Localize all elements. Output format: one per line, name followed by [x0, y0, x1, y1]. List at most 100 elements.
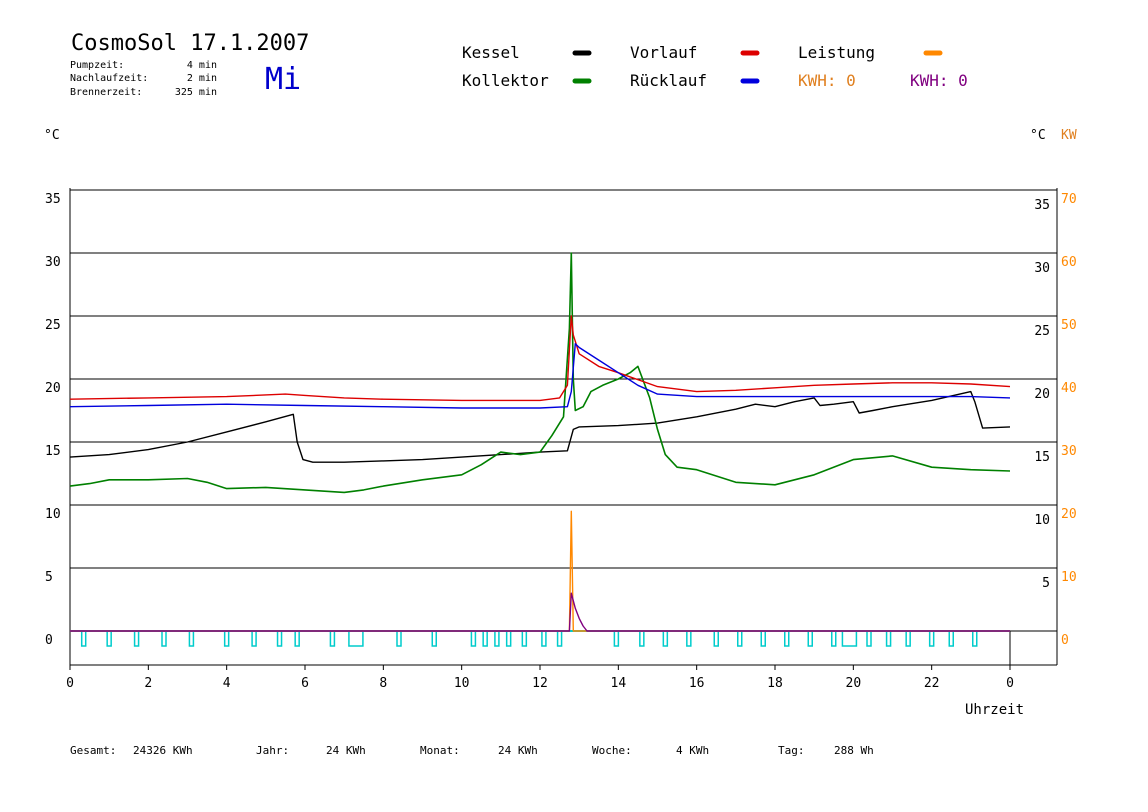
- axes: [69, 188, 1058, 666]
- x-tick-label: 2: [144, 676, 152, 691]
- footer-monat-label: Monat:: [420, 744, 460, 757]
- y-tick-right-c-label: 25: [1034, 324, 1050, 339]
- y-tick-right-kw-label: 30: [1061, 444, 1077, 459]
- left-unit-label: °C: [44, 128, 60, 143]
- pump-pulse: [831, 630, 837, 647]
- footer-tag-value: 288 Wh: [834, 744, 874, 757]
- legend-kessel-label: Kessel: [462, 43, 520, 62]
- burner-value: 325 min: [175, 87, 217, 98]
- pump-pulse: [294, 630, 300, 647]
- pump-pulse: [613, 630, 620, 647]
- pump-pulse: [505, 630, 512, 647]
- pump-pulse: [885, 630, 892, 647]
- y-tick-left-label: 35: [45, 192, 61, 207]
- pump-pulse: [556, 630, 563, 647]
- post-label: Nachlaufzeit:: [70, 73, 148, 84]
- pump-pulse: [276, 630, 283, 647]
- footer-gesamt-value: 24326 KWh: [133, 744, 193, 757]
- pump-pulse: [188, 630, 195, 647]
- x-axis-label: Uhrzeit: [965, 702, 1024, 718]
- x-ticks: 0 2 4 6 8 10 12 14 16 18 20 22 0: [66, 631, 1014, 691]
- pump-pulse: [541, 630, 547, 647]
- series-line-leistung: [70, 510, 1010, 632]
- y-tick-right-kw-label: 20: [1061, 507, 1077, 522]
- post-value: 2 min: [187, 73, 217, 84]
- pump-pulse: [494, 630, 500, 647]
- pump-pulse: [760, 630, 766, 647]
- footer-woche-value: 4 KWh: [676, 744, 709, 757]
- legend-vorlauf-label: Vorlauf: [630, 43, 697, 62]
- y-tick-right-c-label: 30: [1034, 261, 1050, 276]
- x-tick-label: 18: [767, 676, 783, 691]
- pump-pulse: [662, 630, 669, 647]
- pump-pulse-wide: [841, 630, 858, 647]
- x-tick-label: 0: [66, 676, 74, 691]
- footer-monat-value: 24 KWh: [498, 744, 538, 757]
- legend-kwh2-label: KWH: 0: [910, 71, 968, 90]
- x-tick-label: 12: [532, 676, 548, 691]
- pump-pulse: [431, 630, 437, 647]
- pump-pulse: [396, 630, 402, 647]
- y-tick-right-c-label: 10: [1034, 513, 1050, 528]
- pump-pulse: [223, 630, 230, 647]
- pump-pulse: [482, 630, 488, 647]
- pump-pulse: [807, 630, 813, 647]
- x-tick-label: 22: [924, 676, 940, 691]
- y-tick-left-label: 20: [45, 381, 61, 396]
- pump-pulse: [905, 630, 911, 647]
- legend-kwh1-label: KWH: 0: [798, 71, 856, 90]
- footer-gesamt-label: Gesamt:: [70, 744, 116, 757]
- series-line-vorlauf: [69, 315, 1011, 402]
- pump-pulses: [70, 630, 1010, 647]
- y-ticks-left: 0 5 10 15 20 25 30 35: [45, 192, 61, 648]
- y-tick-right-c-label: 5: [1042, 576, 1050, 591]
- x-tick-label: 14: [611, 676, 627, 691]
- day-label: Mi: [265, 62, 301, 97]
- pump-pulse: [784, 630, 790, 647]
- y-tick-left-label: 10: [45, 507, 61, 522]
- y-tick-left-label: 30: [45, 255, 61, 270]
- x-tick-label: 0: [1006, 676, 1014, 691]
- pump-pulse: [972, 630, 978, 647]
- y-tick-right-kw-label: 70: [1061, 192, 1077, 207]
- footer-tag-label: Tag:: [778, 744, 805, 757]
- y-tick-right-c-label: 15: [1034, 450, 1050, 465]
- footer-jahr-label: Jahr:: [256, 744, 289, 757]
- right-unit-kw-label: KW: [1061, 128, 1077, 143]
- pump-value: 4 min: [187, 60, 217, 71]
- series-line-kessel: [69, 390, 1011, 463]
- footer-jahr-value: 24 KWh: [326, 744, 366, 757]
- y-tick-right-c-label: 20: [1034, 387, 1050, 402]
- series-line-kwh: [70, 592, 1010, 632]
- y-tick-left-label: 0: [45, 633, 53, 648]
- pump-pulse: [639, 630, 645, 647]
- footer-woche-label: Woche:: [592, 744, 632, 757]
- y-tick-left-label: 5: [45, 570, 53, 585]
- burner-label: Brennerzeit:: [70, 87, 142, 98]
- pump-pulse-wide: [348, 630, 364, 647]
- chart-title: CosmoSol 17.1.2007: [71, 31, 309, 56]
- pump-pulse: [948, 630, 954, 647]
- legend-leistung-label: Leistung: [798, 43, 875, 62]
- x-tick-label: 6: [301, 676, 309, 691]
- y-tick-right-kw-label: 40: [1061, 381, 1077, 396]
- x-tick-label: 10: [454, 676, 470, 691]
- pump-pulse: [521, 630, 528, 647]
- pump-pulse: [470, 630, 477, 647]
- right-unit-c-label: °C: [1030, 128, 1046, 143]
- pump-label: Pumpzeit:: [70, 60, 124, 71]
- pump-pulse: [133, 630, 140, 647]
- y-tick-left-label: 25: [45, 318, 61, 333]
- pump-pulse: [928, 630, 935, 647]
- y-tick-right-kw-label: 10: [1061, 570, 1077, 585]
- x-tick-label: 8: [379, 676, 387, 691]
- pump-pulse: [686, 630, 692, 647]
- pump-pulse: [80, 630, 87, 647]
- y-tick-left-label: 15: [45, 444, 61, 459]
- legend-ruecklauf-label: Rücklauf: [630, 71, 707, 90]
- y-tick-right-kw-label: 0: [1061, 633, 1069, 648]
- y-ticks-right: 5 10 15 20 25 30 35 0 10 20 30 40 50 60 70: [1034, 192, 1076, 648]
- y-tick-right-kw-label: 60: [1061, 255, 1077, 270]
- pump-pulse: [713, 630, 719, 647]
